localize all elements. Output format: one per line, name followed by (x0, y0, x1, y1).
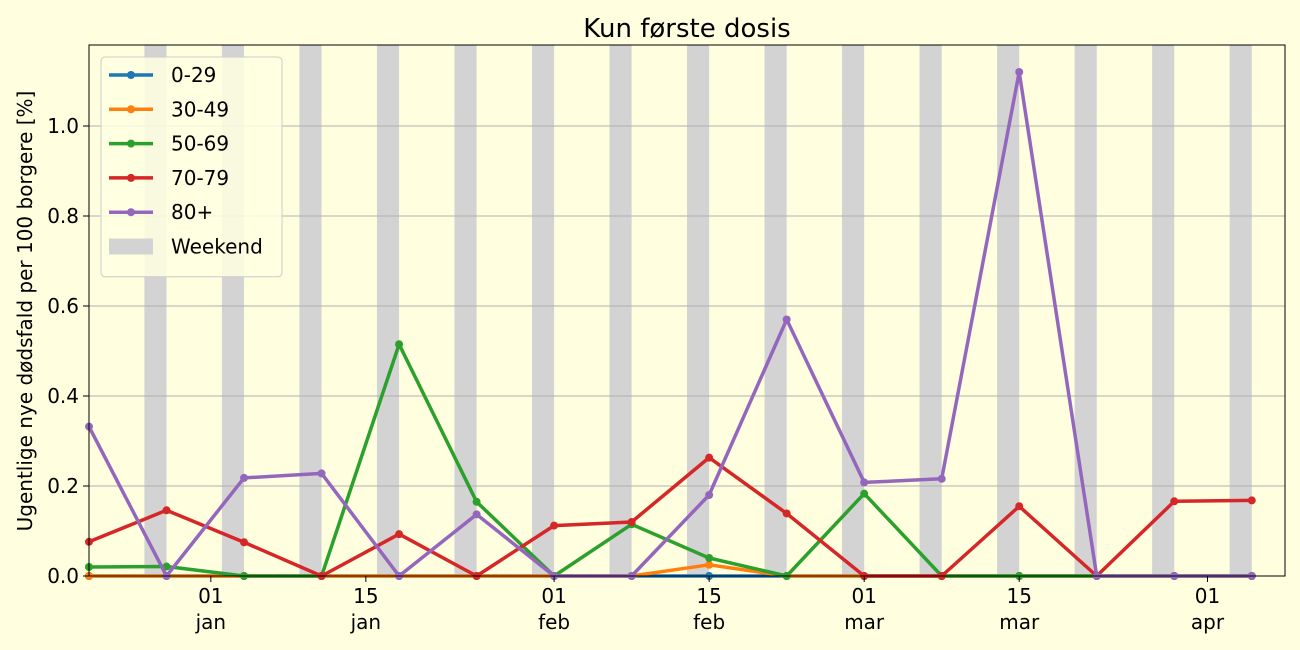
data-point (782, 509, 791, 518)
x-tick-day-label: 01 (1195, 584, 1220, 608)
weekend-band (299, 45, 322, 576)
y-tick-label: 0.8 (47, 204, 79, 228)
data-point (705, 554, 714, 562)
series-line (87, 70, 1252, 578)
data-point (1015, 502, 1024, 511)
legend-label: 80+ (171, 200, 213, 224)
x-tick-month-label: apr (1191, 610, 1225, 634)
data-point (472, 497, 481, 506)
data-point (627, 518, 636, 526)
data-point (395, 340, 404, 349)
data-point (705, 453, 714, 462)
axes: 0.00.20.40.60.81.001jan15jan01feb15feb01… (47, 114, 1225, 634)
legend-label: 30-49 (171, 97, 229, 121)
weekend-band (609, 45, 632, 576)
data-point (240, 538, 249, 547)
data-point (550, 521, 559, 530)
data-point (860, 489, 869, 498)
x-tick-day-label: 01 (851, 584, 876, 608)
chart-title: Kun første dosis (583, 14, 790, 44)
legend-label: 70-79 (171, 166, 229, 190)
weekend-band (764, 45, 787, 576)
x-tick-day-label: 01 (541, 584, 566, 608)
legend-item-weekend: Weekend (109, 235, 263, 259)
y-axis-label: Ugentlige nye dødsfald per 100 borgere [… (13, 91, 37, 532)
legend-marker (127, 208, 135, 217)
legend-marker (127, 105, 135, 114)
data-point (1015, 68, 1024, 76)
weekend-band (531, 45, 555, 576)
data-point (1170, 497, 1179, 506)
data-point (317, 469, 326, 478)
legend-box (100, 56, 283, 278)
x-tick-month-label: mar (844, 610, 885, 634)
data-point (240, 473, 249, 482)
data-point (705, 491, 714, 499)
data-point (162, 506, 171, 515)
x-tick-month-label: feb (538, 610, 570, 634)
data-point (860, 478, 869, 487)
x-tick-month-label: feb (693, 610, 725, 634)
legend-item-50-69: 50-69 (109, 132, 229, 156)
x-tick-day-label: 15 (1006, 584, 1031, 608)
weekend-band (919, 45, 942, 576)
legend-marker (127, 139, 135, 148)
legend-label: 0-29 (171, 63, 216, 87)
weekend-band (842, 45, 865, 576)
legend-weekend-swatch (109, 238, 153, 255)
legend: 0-29 30-49 50-69 70-79 80+ Weekend (100, 56, 283, 278)
data-point (937, 474, 946, 483)
y-tick-label: 0.6 (47, 294, 79, 318)
weekend-band (454, 45, 477, 576)
legend-item-0-29: 0-29 (109, 63, 216, 87)
legend-item-70-79: 70-79 (109, 166, 229, 190)
data-point (472, 510, 481, 519)
data-point (395, 530, 404, 539)
x-tick-month-label: jan (195, 610, 227, 634)
data-point (705, 560, 714, 569)
weekend-band (1152, 45, 1175, 576)
legend-marker (127, 173, 135, 182)
y-tick-label: 1.0 (47, 114, 79, 138)
weekend-band (997, 45, 1020, 576)
weekend-band (687, 45, 710, 576)
x-tick-day-label: 15 (353, 584, 378, 608)
legend-item-30-49: 30-49 (109, 97, 229, 121)
data-point (1247, 496, 1256, 505)
series-line (88, 455, 1252, 578)
weekend-band (1229, 45, 1252, 576)
y-tick-label: 0.0 (47, 564, 79, 588)
y-tick-label: 0.2 (47, 474, 79, 498)
data-point (782, 315, 791, 324)
x-tick-day-label: 01 (198, 584, 223, 608)
x-tick-month-label: mar (999, 610, 1040, 634)
legend-label: 50-69 (171, 132, 229, 156)
x-tick-month-label: jan (350, 610, 382, 634)
weekend-band (376, 45, 400, 576)
legend-label: Weekend (171, 235, 263, 259)
x-tick-day-label: 15 (696, 584, 721, 608)
plot-frame (88, 44, 1286, 577)
legend-item-80+: 80+ (109, 200, 213, 224)
weekend-band (1074, 45, 1097, 576)
y-tick-label: 0.4 (47, 384, 79, 408)
legend-marker (127, 71, 135, 79)
